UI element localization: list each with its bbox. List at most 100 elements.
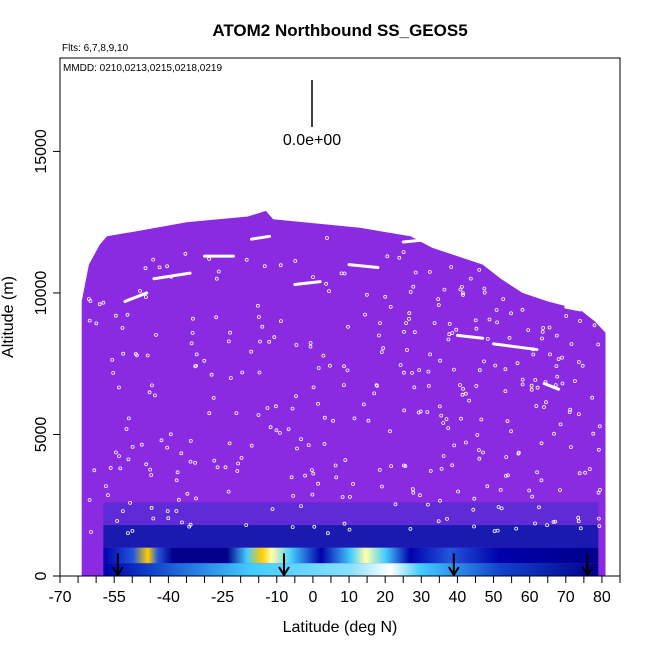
flight-track-layer [87, 234, 602, 536]
flight-point [175, 470, 180, 475]
flight-point [188, 459, 193, 464]
y-axis: 0 5000 10000 15000 [33, 129, 60, 580]
flight-point [257, 370, 262, 375]
flight-point [485, 336, 490, 341]
flight-point [244, 523, 249, 527]
flight-point [520, 382, 525, 387]
y-axis-label: Altitude (m) [0, 276, 17, 358]
flight-point [402, 408, 407, 413]
flight-point [303, 473, 308, 478]
flight-point [481, 450, 485, 455]
flight-point [472, 524, 477, 529]
flight-point [402, 329, 406, 334]
flight-leg [542, 382, 561, 391]
flight-point [272, 335, 277, 340]
x-tick-label: 0 [308, 589, 317, 606]
flight-point [143, 295, 148, 299]
flight-point [325, 236, 329, 240]
flight-point [407, 311, 412, 316]
flight-point [401, 370, 406, 375]
flight-point [342, 521, 347, 526]
flight-point [526, 328, 531, 333]
flight-point [214, 276, 219, 281]
flight-point [226, 489, 231, 494]
flight-point [410, 370, 415, 375]
flight-leg [492, 342, 539, 352]
flight-leg [347, 263, 380, 269]
flight-point [179, 451, 184, 456]
flight-point [411, 284, 416, 289]
curtain-layer [81, 210, 606, 576]
flight-point [544, 400, 548, 405]
flight-point [376, 333, 381, 338]
flight-point [509, 311, 514, 316]
flight-point [596, 516, 601, 521]
flight-point [495, 320, 500, 325]
flight-point [460, 392, 465, 397]
flights-label: Flts: 6,7,8,9,10 [62, 43, 129, 54]
flight-point [366, 418, 371, 423]
flight-point [147, 390, 152, 395]
flight-point [577, 360, 581, 364]
flight-point [447, 321, 452, 326]
flight-point [143, 266, 148, 271]
flight-point [591, 431, 596, 436]
flight-point [260, 324, 265, 329]
flight-point [598, 487, 602, 492]
flight-point [364, 292, 369, 297]
flight-leg [152, 271, 192, 281]
flight-point [228, 330, 233, 335]
flight-point [121, 509, 125, 514]
flight-point [416, 410, 421, 415]
flight-point [505, 419, 510, 424]
flight-point [458, 383, 462, 387]
flight-point [111, 370, 116, 375]
flight-point [378, 321, 382, 326]
flight-point [138, 288, 142, 293]
flight-point [325, 531, 330, 536]
flight-point [477, 456, 482, 461]
flight-point [405, 348, 409, 352]
flight-point [194, 496, 198, 501]
flight-point [255, 303, 260, 308]
flight-point [446, 337, 451, 342]
flight-point [539, 478, 544, 483]
flight-point [487, 317, 492, 322]
flight-point [185, 491, 190, 496]
flight-point [148, 467, 153, 472]
flight-point [310, 492, 315, 497]
flight-point [377, 467, 382, 472]
y-tick-label: 5000 [33, 417, 50, 453]
flight-point [249, 443, 254, 448]
flight-point [188, 438, 193, 443]
flight-point [379, 350, 384, 355]
flight-point [308, 344, 313, 349]
flight-point [461, 386, 466, 391]
flight-point [493, 363, 498, 368]
flight-point [256, 413, 261, 417]
flight-point [539, 441, 544, 446]
flight-point [535, 470, 539, 475]
flight-point [553, 519, 558, 524]
flight-point [345, 368, 350, 373]
flight-point [190, 330, 195, 335]
flight-point [165, 264, 170, 269]
flight-point [545, 523, 549, 527]
flight-point [265, 406, 270, 410]
flight-point [389, 464, 394, 469]
flight-point [560, 381, 565, 386]
flight-point [212, 458, 217, 463]
flight-point [503, 367, 508, 372]
flight-point [149, 383, 154, 388]
flight-point [418, 409, 423, 414]
flight-point [417, 368, 422, 373]
flight-point [294, 394, 298, 399]
flight-point [240, 370, 245, 375]
flight-point [187, 524, 192, 529]
flight-point [278, 263, 283, 268]
flight-point [583, 470, 587, 475]
flight-leg [564, 305, 582, 312]
flight-point [176, 497, 181, 502]
profile-arrow-head [111, 566, 124, 577]
flight-point [209, 372, 214, 377]
